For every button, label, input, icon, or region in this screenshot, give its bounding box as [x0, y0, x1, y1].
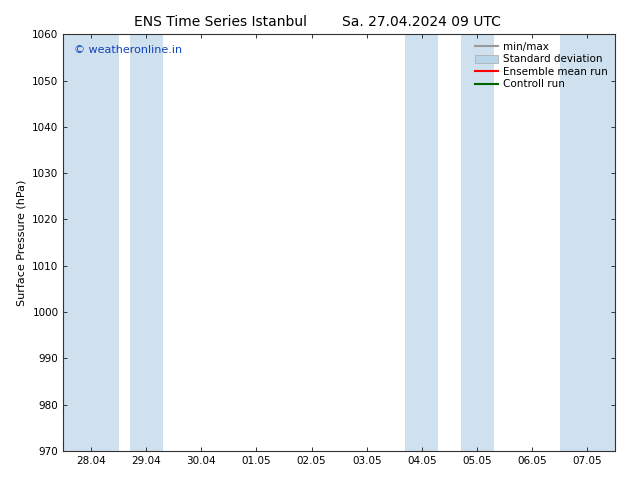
Bar: [129, 34, 163, 451]
Text: © weatheronline.in: © weatheronline.in: [74, 45, 183, 55]
Text: ENS Time Series Istanbul        Sa. 27.04.2024 09 UTC: ENS Time Series Istanbul Sa. 27.04.2024 …: [134, 15, 500, 29]
Bar: [460, 34, 494, 451]
Bar: [560, 34, 615, 451]
Bar: [405, 34, 439, 451]
Bar: [63, 34, 119, 451]
Y-axis label: Surface Pressure (hPa): Surface Pressure (hPa): [16, 179, 27, 306]
Legend: min/max, Standard deviation, Ensemble mean run, Controll run: min/max, Standard deviation, Ensemble me…: [473, 40, 610, 92]
